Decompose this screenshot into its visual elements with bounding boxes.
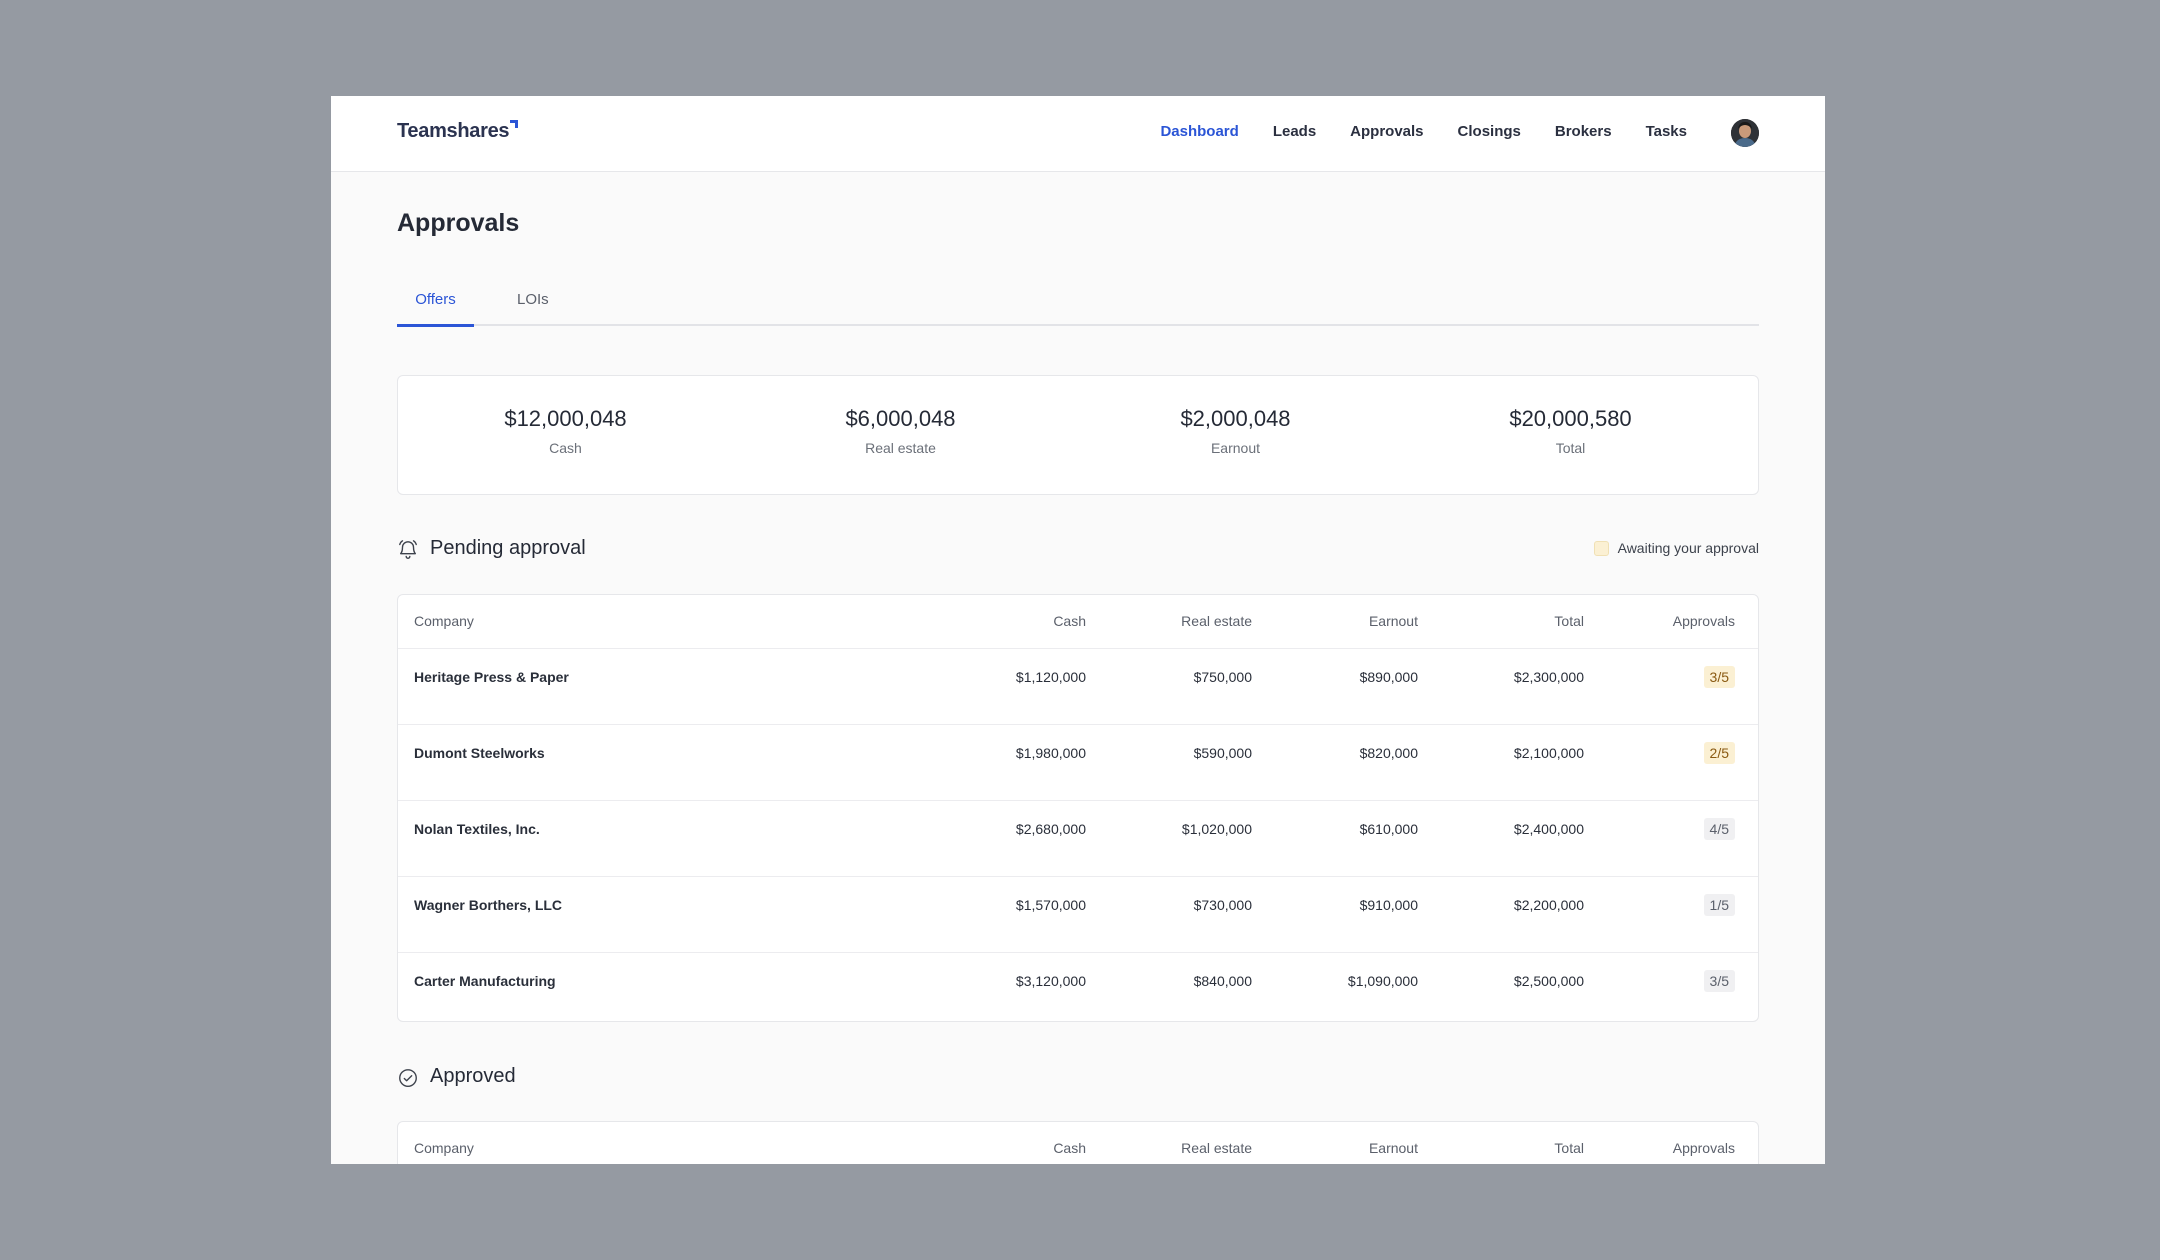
- awaiting-approval-legend: Awaiting your approval: [1593, 540, 1759, 556]
- summary-card: $12,000,048 Cash $6,000,048 Real estate …: [397, 375, 1759, 495]
- table-row[interactable]: Wagner Borthers, LLC $1,570,000 $730,000…: [398, 876, 1758, 952]
- column-header-company[interactable]: Company: [414, 1140, 474, 1156]
- cash-value: $2,680,000: [1015, 821, 1086, 837]
- nav-approvals[interactable]: Approvals: [1350, 123, 1424, 140]
- table-row[interactable]: Dumont Steelworks $1,980,000 $590,000 $8…: [398, 724, 1758, 800]
- top-navigation-bar: Teamshares Dashboard Leads Approvals Clo…: [331, 96, 1825, 172]
- total-value: $2,200,000: [1513, 897, 1584, 913]
- table-row[interactable]: Heritage Press & Paper $1,120,000 $750,0…: [398, 648, 1758, 724]
- user-avatar[interactable]: [1731, 119, 1759, 147]
- column-header-earnout[interactable]: Earnout: [1368, 1140, 1418, 1156]
- company-name[interactable]: Dumont Steelworks: [414, 745, 545, 761]
- main-nav: Dashboard Leads Approvals Closings Broke…: [1160, 123, 1687, 140]
- awaiting-legend-swatch: [1593, 540, 1609, 556]
- app-window: Teamshares Dashboard Leads Approvals Clo…: [331, 96, 1825, 1164]
- approved-header: Approved: [397, 1063, 1759, 1093]
- real-estate-value: $730,000: [1193, 897, 1252, 913]
- approvals-cell: 3/5: [1703, 970, 1735, 995]
- pending-approval-title: Pending approval: [430, 537, 586, 559]
- summary-total-label: Total: [1555, 440, 1586, 456]
- nav-dashboard[interactable]: Dashboard: [1160, 123, 1239, 140]
- earnout-value: $1,090,000: [1347, 973, 1418, 989]
- approvals-badge: 4/5: [1703, 818, 1735, 840]
- summary-real-estate: $6,000,048 Real estate: [733, 406, 1068, 456]
- awaiting-legend-label: Awaiting your approval: [1617, 540, 1759, 556]
- page-title: Approvals: [397, 209, 520, 237]
- nav-leads[interactable]: Leads: [1272, 123, 1317, 140]
- approved-table: Company Cash Real estate Earnout Total A…: [397, 1121, 1759, 1164]
- tab-lois[interactable]: LOIs: [517, 291, 549, 308]
- earnout-value: $910,000: [1359, 897, 1418, 913]
- total-value: $2,300,000: [1513, 669, 1584, 685]
- avatar-portrait-icon: [1731, 119, 1759, 147]
- cash-value: $1,120,000: [1015, 669, 1086, 685]
- column-header-approvals[interactable]: Approvals: [1672, 613, 1735, 629]
- real-estate-value: $840,000: [1193, 973, 1252, 989]
- summary-cash: $12,000,048 Cash: [398, 406, 733, 456]
- summary-real-estate-value: $6,000,048: [845, 406, 956, 431]
- nav-brokers[interactable]: Brokers: [1554, 123, 1612, 140]
- logo-text: Teamshares: [397, 120, 510, 142]
- cash-value: $1,980,000: [1015, 745, 1086, 761]
- logo-mark-icon: [510, 120, 519, 128]
- column-header-real-estate[interactable]: Real estate: [1181, 613, 1252, 629]
- check-circle-icon: [397, 1067, 419, 1094]
- column-header-total[interactable]: Total: [1554, 1140, 1584, 1156]
- approvals-badge: 3/5: [1703, 666, 1735, 688]
- column-header-real-estate[interactable]: Real estate: [1181, 1140, 1252, 1156]
- summary-earnout: $2,000,048 Earnout: [1068, 406, 1403, 456]
- earnout-value: $890,000: [1359, 669, 1418, 685]
- total-value: $2,100,000: [1513, 745, 1584, 761]
- approvals-tabs: Offers LOIs: [397, 280, 1759, 327]
- column-header-approvals[interactable]: Approvals: [1672, 1140, 1735, 1156]
- summary-real-estate-label: Real estate: [865, 440, 936, 456]
- summary-total: $20,000,580 Total: [1403, 406, 1738, 456]
- summary-earnout-label: Earnout: [1210, 440, 1261, 456]
- summary-cash-label: Cash: [549, 440, 582, 456]
- teamshares-logo[interactable]: Teamshares: [397, 120, 519, 143]
- table-row[interactable]: Nolan Textiles, Inc. $2,680,000 $1,020,0…: [398, 800, 1758, 876]
- real-estate-value: $1,020,000: [1181, 821, 1252, 837]
- column-header-cash[interactable]: Cash: [1053, 613, 1086, 629]
- approvals-cell: 1/5: [1703, 894, 1735, 919]
- approved-title: Approved: [430, 1065, 516, 1087]
- approvals-cell: 4/5: [1703, 818, 1735, 843]
- nav-tasks[interactable]: Tasks: [1645, 123, 1687, 140]
- cash-value: $1,570,000: [1015, 897, 1086, 913]
- cash-value: $3,120,000: [1015, 973, 1086, 989]
- real-estate-value: $590,000: [1193, 745, 1252, 761]
- column-header-company[interactable]: Company: [414, 613, 474, 629]
- summary-cash-value: $12,000,048: [504, 406, 627, 431]
- total-value: $2,400,000: [1513, 821, 1584, 837]
- table-row[interactable]: Carter Manufacturing $3,120,000 $840,000…: [398, 952, 1758, 1021]
- approvals-badge: 1/5: [1703, 894, 1735, 916]
- pending-approval-table: Company Cash Real estate Earnout Total A…: [397, 594, 1759, 1022]
- column-header-earnout[interactable]: Earnout: [1368, 613, 1418, 629]
- approvals-badge: 2/5: [1703, 742, 1735, 764]
- company-name[interactable]: Heritage Press & Paper: [414, 669, 569, 685]
- nav-closings[interactable]: Closings: [1457, 123, 1521, 140]
- approvals-badge: 3/5: [1703, 970, 1735, 992]
- earnout-value: $610,000: [1359, 821, 1418, 837]
- column-header-total[interactable]: Total: [1554, 613, 1584, 629]
- table-header-row: Company Cash Real estate Earnout Total A…: [398, 595, 1758, 648]
- company-name[interactable]: Carter Manufacturing: [414, 973, 556, 989]
- company-name[interactable]: Nolan Textiles, Inc.: [414, 821, 540, 837]
- pending-approval-header: Pending approval Awaiting your approval: [397, 535, 1759, 565]
- earnout-value: $820,000: [1359, 745, 1418, 761]
- company-name[interactable]: Wagner Borthers, LLC: [414, 897, 563, 913]
- column-header-cash[interactable]: Cash: [1053, 1140, 1086, 1156]
- tab-offers[interactable]: Offers: [397, 280, 474, 327]
- bell-icon: [397, 539, 419, 566]
- summary-total-value: $20,000,580: [1509, 406, 1632, 431]
- summary-earnout-value: $2,000,048: [1180, 406, 1291, 431]
- total-value: $2,500,000: [1513, 973, 1584, 989]
- table-header-row: Company Cash Real estate Earnout Total A…: [398, 1122, 1758, 1164]
- real-estate-value: $750,000: [1193, 669, 1252, 685]
- approvals-cell: 3/5: [1703, 666, 1735, 691]
- approvals-cell: 2/5: [1703, 742, 1735, 767]
